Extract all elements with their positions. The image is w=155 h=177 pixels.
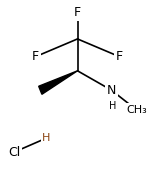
Text: F: F bbox=[116, 50, 123, 63]
Polygon shape bbox=[39, 71, 78, 94]
Text: Cl: Cl bbox=[8, 146, 20, 159]
Text: H: H bbox=[109, 101, 116, 111]
Text: N: N bbox=[107, 84, 116, 97]
Text: F: F bbox=[32, 50, 39, 63]
Text: CH₃: CH₃ bbox=[126, 105, 147, 115]
Text: F: F bbox=[74, 6, 81, 19]
Text: H: H bbox=[42, 133, 51, 143]
